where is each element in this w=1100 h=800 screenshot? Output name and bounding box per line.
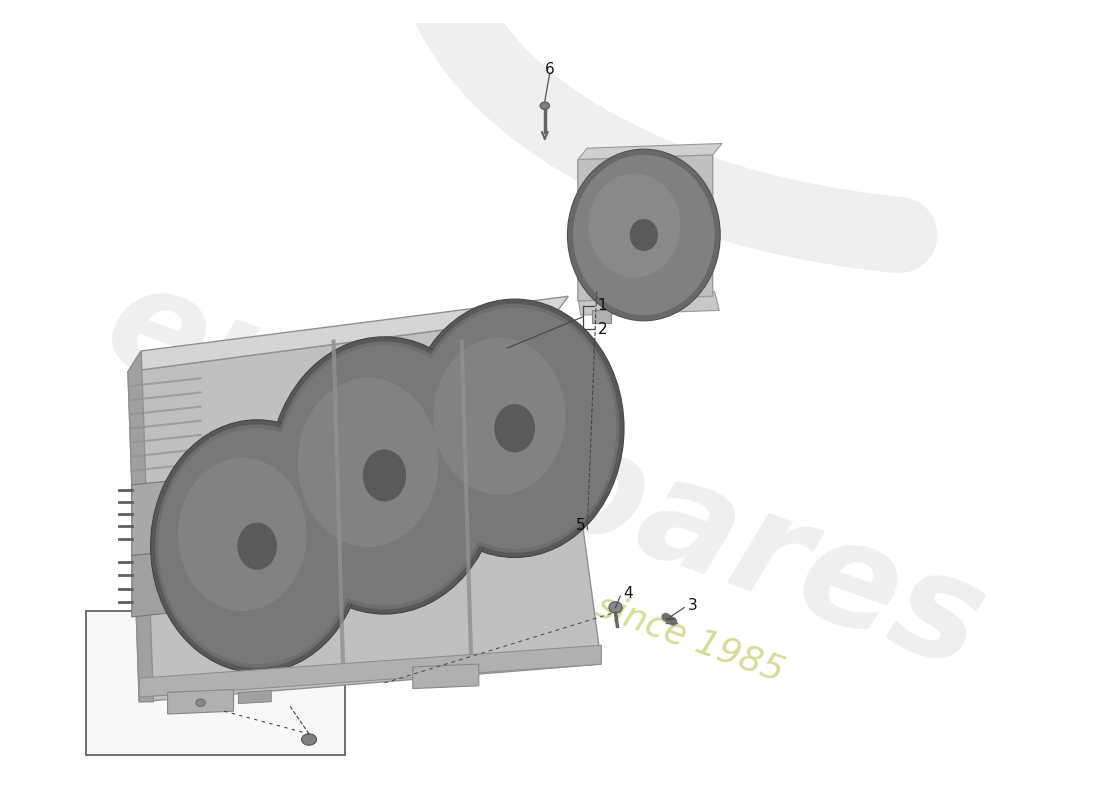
Ellipse shape (301, 734, 317, 745)
Ellipse shape (410, 304, 619, 553)
Bar (86, 611, 345, 754)
Ellipse shape (158, 428, 356, 664)
Text: 4: 4 (623, 586, 632, 601)
Text: 6: 6 (544, 62, 554, 78)
Ellipse shape (568, 149, 720, 321)
Text: 1: 1 (597, 298, 607, 313)
Ellipse shape (573, 154, 715, 315)
Polygon shape (239, 690, 272, 704)
Ellipse shape (151, 420, 364, 673)
Ellipse shape (238, 522, 277, 570)
Polygon shape (132, 551, 177, 617)
Ellipse shape (196, 699, 206, 706)
Polygon shape (128, 351, 153, 702)
Ellipse shape (155, 425, 359, 668)
Ellipse shape (629, 219, 658, 251)
Ellipse shape (412, 307, 616, 549)
Ellipse shape (494, 404, 535, 453)
Text: eurospares: eurospares (87, 251, 1002, 699)
Ellipse shape (588, 174, 681, 278)
Polygon shape (578, 154, 713, 301)
Polygon shape (163, 794, 305, 800)
Polygon shape (167, 690, 233, 714)
Polygon shape (200, 796, 279, 800)
Polygon shape (132, 480, 177, 556)
Polygon shape (578, 143, 722, 159)
Polygon shape (592, 310, 611, 322)
Ellipse shape (273, 342, 496, 610)
Ellipse shape (178, 458, 307, 611)
Ellipse shape (276, 346, 493, 606)
Ellipse shape (363, 450, 406, 502)
Polygon shape (412, 664, 478, 689)
Text: 2: 2 (597, 322, 607, 337)
Text: 3: 3 (689, 598, 697, 613)
Ellipse shape (298, 378, 439, 547)
Text: a passion for parts since 1985: a passion for parts since 1985 (264, 470, 789, 689)
Ellipse shape (540, 102, 550, 110)
Polygon shape (140, 646, 602, 697)
Polygon shape (128, 315, 602, 702)
Ellipse shape (405, 299, 624, 558)
Ellipse shape (268, 337, 500, 614)
Ellipse shape (433, 338, 565, 494)
Ellipse shape (609, 602, 623, 613)
Polygon shape (578, 291, 719, 315)
Text: 5: 5 (575, 518, 585, 533)
Polygon shape (128, 296, 569, 372)
